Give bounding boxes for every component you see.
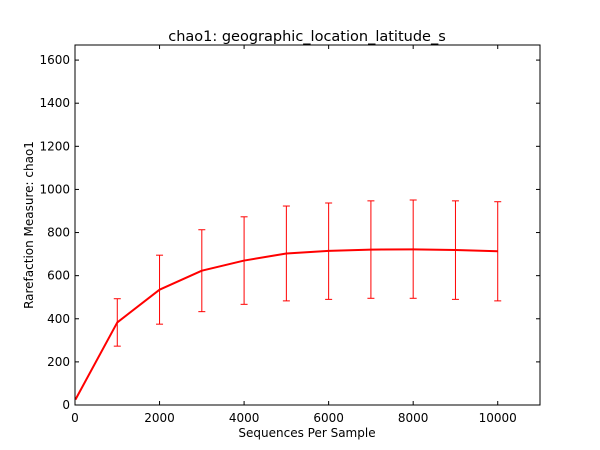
plot-frame <box>74 44 541 406</box>
chart-title: chao1: geographic_location_latitude_s <box>168 29 446 45</box>
y-tick-label: 200 <box>47 355 70 369</box>
x-tick-label: 2000 <box>144 411 175 425</box>
plot-area <box>75 45 540 405</box>
x-tick-label: 10000 <box>479 411 517 425</box>
plot-background <box>75 45 540 405</box>
axes-layer: 0 2000 4000 6000 8000 10000 0 200 400 600 800 1000 1… <box>39 44 541 425</box>
x-axis-label: Sequences Per Sample <box>238 426 375 440</box>
y-tick-label: 1400 <box>39 96 70 110</box>
x-tick-label: 0 <box>71 411 79 425</box>
y-tick-label: 600 <box>47 269 70 283</box>
x-tick-label: 6000 <box>313 411 344 425</box>
series-layer <box>74 199 502 401</box>
y-tick-label: 0 <box>62 398 70 412</box>
y-tick-label: 400 <box>47 312 70 326</box>
x-tick-label: 4000 <box>229 411 260 425</box>
y-tick-label: 800 <box>47 226 70 240</box>
y-tick-label: 1600 <box>39 53 70 67</box>
y-tick-label: 1200 <box>39 139 70 153</box>
series-line <box>74 248 498 401</box>
x-tick-label: 8000 <box>398 411 429 425</box>
y-tick-label: 1000 <box>39 182 70 196</box>
y-axis-label: Rarefaction Measure: chao1 <box>22 141 36 309</box>
